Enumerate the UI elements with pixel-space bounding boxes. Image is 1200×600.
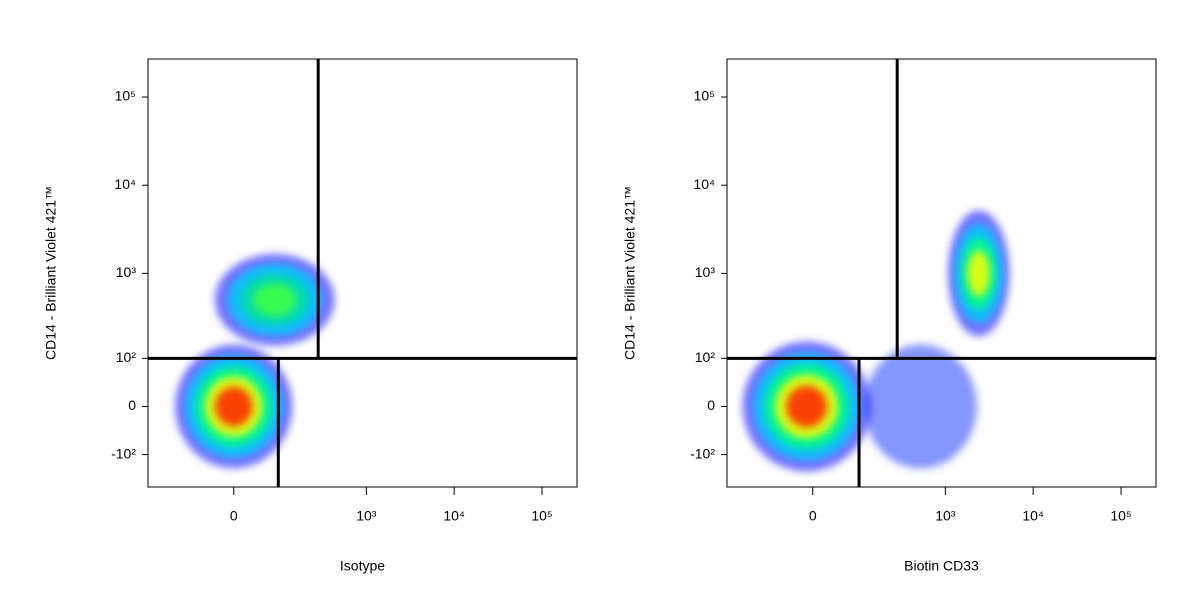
y-axis-label: CD14 - Brilliant Violet 421™ [622,186,638,360]
population-density [214,386,253,427]
y-tick-label: 10⁴ [114,176,136,192]
y-tick-label: 0 [128,397,136,413]
y-tick-label: -10² [111,445,136,461]
populations [742,210,1010,472]
population-density [864,344,977,469]
population-density [967,250,990,297]
y-tick-label: 10³ [116,264,137,280]
x-axis-label: Biotin CD33 [904,558,979,574]
y-tick-label: 0 [707,397,715,413]
population-density [252,283,297,317]
y-tick-label: 10² [116,349,137,365]
y-axis-label: CD14 - Brilliant Violet 421™ [43,186,59,360]
population-density [786,385,828,428]
y-tick-label: -10² [690,445,715,461]
x-tick-label: 10³ [935,508,956,524]
y-tick-label: 10⁵ [694,88,715,104]
y-tick-label: 10² [695,349,716,365]
populations [175,253,335,469]
x-tick-label: 0 [809,508,817,524]
x-tick-label: 10⁴ [1022,508,1044,524]
x-tick-label: 10⁵ [1110,508,1131,524]
y-tick-label: 10³ [695,264,716,280]
x-tick-label: 10⁴ [443,508,465,524]
x-tick-label: 10⁵ [531,508,552,524]
y-tick-label: 10⁴ [693,176,715,192]
x-tick-label: 10³ [356,508,377,524]
y-tick-label: 10⁵ [115,88,136,104]
x-axis-label: Isotype [340,558,385,574]
x-tick-label: 0 [230,508,238,524]
